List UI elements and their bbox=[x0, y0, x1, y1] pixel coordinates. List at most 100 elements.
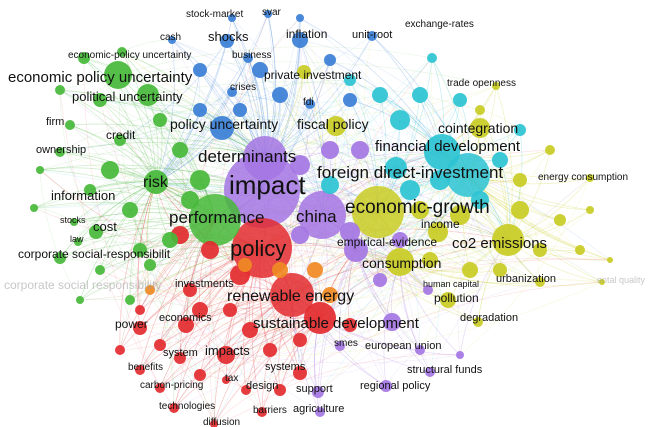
label-foreign-direct-investment[interactable]: foreign direct-investment bbox=[317, 163, 503, 182]
node-b6[interactable] bbox=[296, 14, 304, 22]
node-g10[interactable] bbox=[162, 232, 178, 248]
label-cointegration[interactable]: cointegration bbox=[438, 120, 518, 136]
label-private-investment[interactable]: private investment bbox=[264, 68, 362, 82]
node-unit-root[interactable] bbox=[427, 53, 437, 63]
node-r12[interactable] bbox=[293, 333, 307, 347]
label-european-union[interactable]: european union bbox=[365, 340, 441, 352]
label-corporate-social-responsibility-faded[interactable]: corporate social responsibility bbox=[4, 278, 161, 292]
node-g13[interactable] bbox=[153, 113, 167, 127]
node-y8[interactable] bbox=[462, 262, 478, 278]
node-y12[interactable] bbox=[475, 105, 485, 115]
label-policy-uncertainty[interactable]: policy uncertainty bbox=[170, 116, 278, 132]
label-ownership[interactable]: ownership bbox=[36, 144, 86, 156]
label-cost[interactable]: cost bbox=[93, 219, 117, 234]
label-fiscal-policy[interactable]: fiscal policy bbox=[297, 116, 369, 132]
node-c2[interactable] bbox=[412, 87, 428, 103]
label-consumption[interactable]: consumption bbox=[362, 255, 441, 271]
node-y6[interactable] bbox=[575, 245, 585, 255]
label-systems[interactable]: systems bbox=[265, 361, 306, 373]
node-g14[interactable] bbox=[181, 191, 199, 209]
node-b4[interactable] bbox=[233, 103, 247, 117]
label-determinants[interactable]: determinants bbox=[198, 147, 296, 166]
label-corporate-social-responsibility[interactable]: corporate social-responsibilit bbox=[18, 247, 171, 261]
node-g16[interactable] bbox=[95, 265, 105, 275]
label-trade-openness[interactable]: trade openness bbox=[447, 78, 516, 89]
label-pollution[interactable]: pollution bbox=[434, 291, 479, 305]
label-renewable-energy[interactable]: renewable energy bbox=[227, 288, 354, 305]
label-credit[interactable]: credit bbox=[106, 128, 136, 142]
label-impact[interactable]: impact bbox=[229, 170, 306, 200]
label-carbon-pricing[interactable]: carbon-pricing bbox=[140, 380, 203, 391]
label-impacts[interactable]: impacts bbox=[205, 343, 250, 358]
node-y11[interactable] bbox=[513, 173, 527, 187]
label-smes[interactable]: smes bbox=[334, 338, 358, 349]
node-r8[interactable] bbox=[135, 305, 145, 315]
label-firm[interactable]: firm bbox=[46, 116, 64, 128]
label-fdi[interactable]: fdi bbox=[303, 97, 314, 108]
node-y3[interactable] bbox=[511, 201, 529, 219]
label-political-uncertainty[interactable]: political uncertainty bbox=[72, 89, 183, 104]
node-y10[interactable] bbox=[545, 145, 555, 155]
node-y5[interactable] bbox=[554, 214, 566, 226]
node-y14[interactable] bbox=[586, 206, 594, 214]
label-policy[interactable]: policy bbox=[230, 236, 286, 261]
node-g6[interactable] bbox=[55, 85, 65, 95]
node-b8[interactable] bbox=[343, 93, 357, 107]
label-technologies[interactable]: technologies bbox=[159, 401, 215, 412]
label-law[interactable]: law bbox=[70, 234, 84, 244]
node-information[interactable] bbox=[101, 161, 119, 179]
label-svar[interactable]: svar bbox=[262, 7, 282, 18]
node-r6[interactable] bbox=[263, 343, 277, 357]
label-barriers[interactable]: barriers bbox=[253, 405, 287, 416]
node-r14[interactable] bbox=[115, 345, 125, 355]
node-g8[interactable] bbox=[30, 204, 38, 212]
label-economic-policy-uncertainty[interactable]: economic policy uncertainty bbox=[8, 69, 193, 86]
label-structural-funds[interactable]: structural funds bbox=[407, 364, 483, 376]
node-c4[interactable] bbox=[372, 87, 388, 103]
label-degradation[interactable]: degradation bbox=[460, 312, 518, 324]
label-inflation[interactable]: inflation bbox=[286, 27, 327, 41]
label-unit-root[interactable]: unit-root bbox=[352, 29, 392, 41]
label-exchange-rates[interactable]: exchange-rates bbox=[405, 19, 474, 30]
label-urbanization[interactable]: urbanization bbox=[496, 273, 556, 285]
node-p1[interactable] bbox=[351, 141, 369, 159]
label-system[interactable]: system bbox=[163, 347, 198, 359]
label-sustainable-development[interactable]: sustainable development bbox=[253, 315, 420, 332]
label-stocks[interactable]: stocks bbox=[60, 215, 86, 225]
label-information[interactable]: information bbox=[51, 188, 115, 203]
node-o1[interactable] bbox=[272, 262, 288, 278]
label-investments[interactable]: investments bbox=[175, 278, 234, 290]
node-b7[interactable] bbox=[193, 103, 207, 117]
label-support[interactable]: support bbox=[296, 383, 333, 395]
node-r1[interactable] bbox=[201, 241, 219, 259]
node-c1[interactable] bbox=[390, 110, 410, 130]
node-mid-purple[interactable] bbox=[321, 141, 339, 159]
node-g1[interactable] bbox=[172, 142, 188, 158]
label-business[interactable]: business bbox=[232, 50, 271, 61]
label-risk[interactable]: risk bbox=[143, 174, 169, 191]
node-b2[interactable] bbox=[272, 87, 288, 103]
label-benefits[interactable]: benefits bbox=[128, 362, 163, 373]
label-co2-emissions[interactable]: co2 emissions bbox=[452, 235, 547, 252]
label-environmental-quality[interactable]: ental quality bbox=[597, 275, 646, 285]
node-p8[interactable] bbox=[291, 226, 309, 244]
label-economic-policy-uncertainty-small[interactable]: economic-policy uncertainty bbox=[68, 50, 191, 61]
label-human-capital[interactable]: human capital bbox=[423, 279, 479, 289]
node-o3[interactable] bbox=[307, 262, 323, 278]
label-crises[interactable]: crises bbox=[230, 82, 256, 93]
label-energy-consumption[interactable]: energy consumption bbox=[538, 172, 628, 183]
label-shocks[interactable]: shocks bbox=[208, 29, 249, 44]
label-performance[interactable]: performance bbox=[169, 208, 264, 227]
label-tax[interactable]: tax bbox=[225, 373, 238, 384]
label-economics[interactable]: economics bbox=[159, 312, 212, 324]
node-b3[interactable] bbox=[193, 63, 207, 77]
node-r13[interactable] bbox=[223, 303, 237, 317]
label-empirical-evidence[interactable]: empirical-evidence bbox=[337, 235, 437, 249]
label-china[interactable]: china bbox=[296, 207, 337, 226]
label-power[interactable]: power bbox=[115, 317, 148, 331]
node-g18[interactable] bbox=[125, 295, 135, 305]
node-g17[interactable] bbox=[76, 296, 84, 304]
label-cash[interactable]: cash bbox=[160, 32, 181, 43]
label-agriculture[interactable]: agriculture bbox=[293, 403, 344, 415]
node-g3[interactable] bbox=[122, 202, 138, 218]
